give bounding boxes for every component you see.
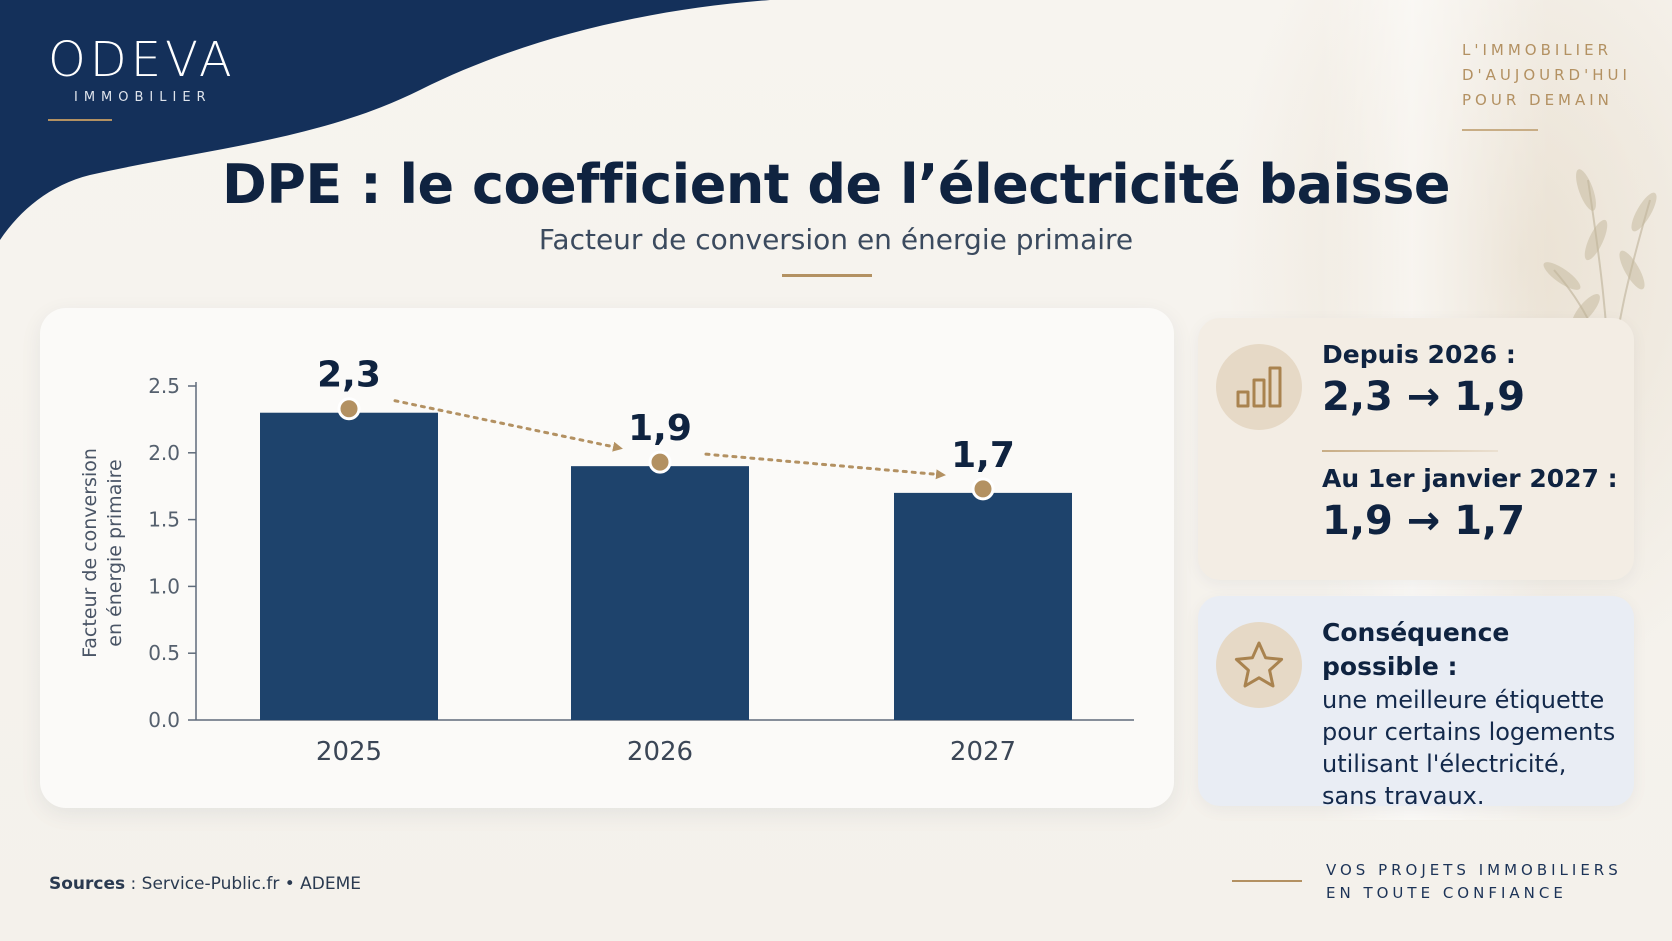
brand-name: ODEVA bbox=[48, 32, 236, 88]
footer-tagline-line-2: EN TOUTE CONFIANCE bbox=[1326, 884, 1567, 902]
tagline-line-2: D'AUJOURD'HUI bbox=[1462, 66, 1631, 84]
y-tick-label: 2.0 bbox=[148, 441, 180, 465]
data-label: 1,7 bbox=[951, 435, 1015, 476]
trend-arrow bbox=[704, 452, 946, 480]
footer-accent-line bbox=[1232, 880, 1302, 882]
evolution-2026-value: 2,3 → 1,9 bbox=[1322, 374, 1526, 420]
x-tick-label: 2026 bbox=[627, 737, 693, 767]
bar-2027 bbox=[894, 492, 1072, 720]
bar-2025 bbox=[260, 412, 438, 720]
consequence-heading: Conséquence possible : bbox=[1322, 618, 1510, 681]
y-axis-label-line: en énergie primaire bbox=[104, 459, 126, 646]
consequence-line-1: une meilleure étiquette bbox=[1322, 686, 1605, 714]
info-card-consequence: Conséquence possible : une meilleure éti… bbox=[1198, 596, 1634, 810]
brand-tagline: L'IMMOBILIER D'AUJOURD'HUI POUR DEMAIN bbox=[1462, 38, 1631, 131]
plant-decoration-icon bbox=[1543, 169, 1657, 400]
page-title: DPE : le coefficient de l’électricité ba… bbox=[222, 153, 1450, 216]
consequence-line-3: utilisant l'électricité, bbox=[1322, 750, 1567, 778]
tagline-line-1: L'IMMOBILIER bbox=[1462, 41, 1612, 59]
bar-chart-icon bbox=[1236, 366, 1282, 408]
data-point bbox=[337, 397, 361, 421]
evolution-2027-heading: Au 1er janvier 2027 : bbox=[1322, 464, 1618, 493]
y-tick-label: 1.0 bbox=[148, 574, 180, 598]
data-point bbox=[648, 450, 672, 474]
evolution-2026: Depuis 2026 : 2,3 → 1,9 bbox=[1322, 338, 1525, 422]
info-card-evolution: Depuis 2026 : 2,3 → 1,9 Au 1er janvier 2… bbox=[1198, 318, 1634, 580]
bars bbox=[260, 412, 1072, 720]
trend-arrows bbox=[337, 397, 995, 501]
info-divider bbox=[1322, 450, 1498, 452]
bar-chart: Facteur de conversion en énergie primaire… bbox=[79, 355, 1134, 767]
evolution-2027-value: 1,9 → 1,7 bbox=[1322, 498, 1526, 544]
data-label: 2,3 bbox=[317, 355, 381, 396]
data-point bbox=[971, 477, 995, 501]
y-tick-label: 1.5 bbox=[148, 508, 180, 532]
y-tick-label: 0.5 bbox=[148, 641, 180, 665]
evolution-2026-heading: Depuis 2026 : bbox=[1322, 340, 1516, 369]
tagline-underline bbox=[1462, 129, 1538, 131]
value-labels: 2025 2,3 2026 1,9 2027 1,7 bbox=[316, 355, 1016, 767]
brand-sub: IMMOBILIER bbox=[74, 90, 212, 105]
footer-tagline: VOS PROJETS IMMOBILIERS EN TOUTE CONFIAN… bbox=[1326, 859, 1622, 905]
evolution-2027: Au 1er janvier 2027 : 1,9 → 1,7 bbox=[1322, 462, 1618, 546]
icon-circle bbox=[1216, 344, 1302, 430]
x-tick-label: 2025 bbox=[316, 737, 382, 767]
bar-2026 bbox=[571, 466, 749, 720]
chart-card: Facteur de conversion en énergie primaire… bbox=[40, 308, 1174, 808]
data-label: 1,9 bbox=[628, 408, 692, 449]
star-icon bbox=[1234, 641, 1284, 688]
brand-underline bbox=[48, 119, 112, 121]
consequence-line-4: sans travaux. bbox=[1322, 782, 1485, 810]
icon-circle bbox=[1216, 622, 1302, 708]
page-subtitle: Facteur de conversion en énergie primair… bbox=[538, 223, 1134, 256]
y-tick-label: 2.5 bbox=[148, 374, 180, 398]
consequence-text: Conséquence possible : une meilleure éti… bbox=[1322, 616, 1634, 812]
sources-text: : Service-Public.fr • ADEME bbox=[125, 874, 362, 894]
navy-header-wave bbox=[0, 0, 770, 240]
y-axis-label: Facteur de conversion en énergie primaire bbox=[79, 448, 126, 658]
trend-arrow bbox=[393, 399, 623, 452]
brand-logo: ODEVA IMMOBILIER bbox=[48, 34, 248, 121]
y-axis-label-line: Facteur de conversion bbox=[79, 448, 101, 658]
y-tick-label: 0.0 bbox=[148, 708, 180, 732]
x-tick-label: 2027 bbox=[950, 737, 1016, 767]
tagline-line-3: POUR DEMAIN bbox=[1462, 91, 1613, 109]
sources: Sources : Service-Public.fr • ADEME bbox=[49, 874, 361, 894]
consequence-line-2: pour certains logements bbox=[1322, 718, 1616, 746]
sources-label: Sources bbox=[49, 874, 126, 894]
footer-tagline-line-1: VOS PROJETS IMMOBILIERS bbox=[1326, 861, 1622, 879]
subtitle-underline bbox=[782, 274, 872, 277]
